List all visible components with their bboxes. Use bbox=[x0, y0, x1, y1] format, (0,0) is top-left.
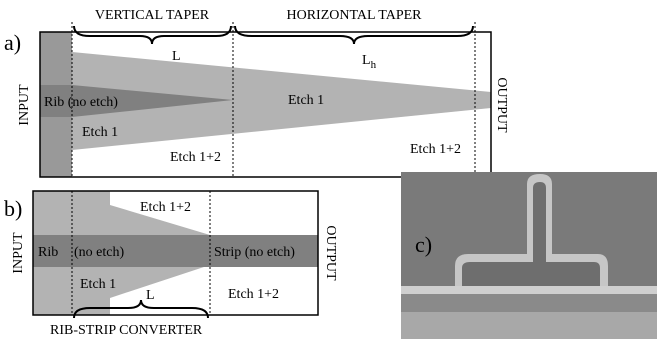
section-title: HORIZONTAL TAPER bbox=[286, 8, 422, 23]
section-title: VERTICAL TAPER bbox=[95, 8, 210, 23]
region-label: (no etch) bbox=[74, 245, 124, 260]
region-label: Rib (no etch) bbox=[44, 95, 118, 110]
region-label: Etch 1+2 bbox=[228, 287, 279, 302]
length-label: L bbox=[146, 288, 155, 303]
region-label: Etch 1+2 bbox=[410, 142, 461, 157]
panel-label: b) bbox=[4, 196, 22, 221]
length-label-main: L bbox=[362, 53, 371, 68]
panel-a: a) VERTICAL TAPER HORIZONTAL TAPER L Lh … bbox=[4, 8, 509, 177]
panel-b: b) Etch 1+2 INPUT OUTPUT Rib (no etch) S… bbox=[4, 191, 338, 338]
input-label: INPUT bbox=[17, 84, 32, 126]
sem-layer bbox=[401, 286, 657, 294]
length-label: L bbox=[172, 49, 181, 64]
region-label: Strip (no etch) bbox=[214, 245, 295, 260]
input-label: INPUT bbox=[11, 232, 26, 274]
region-label: Etch 1 bbox=[80, 277, 116, 292]
output-label: OUTPUT bbox=[494, 77, 509, 133]
panel-c: c) bbox=[401, 172, 657, 339]
region-label: Etch 1+2 bbox=[170, 150, 221, 165]
sem-layer bbox=[401, 312, 657, 339]
figure: a) VERTICAL TAPER HORIZONTAL TAPER L Lh … bbox=[0, 0, 657, 339]
region-label: Etch 1 bbox=[288, 93, 324, 108]
region-label: Etch 1+2 bbox=[140, 200, 191, 215]
converter-title: RIB-STRIP CONVERTER bbox=[50, 323, 203, 338]
region-label: Rib bbox=[38, 245, 58, 260]
output-label: OUTPUT bbox=[323, 225, 338, 281]
panel-label: c) bbox=[415, 232, 432, 257]
region-label: Etch 1 bbox=[82, 125, 118, 140]
length-label-sub: h bbox=[371, 59, 377, 71]
sem-layer bbox=[401, 294, 657, 312]
panel-label: a) bbox=[4, 30, 21, 55]
